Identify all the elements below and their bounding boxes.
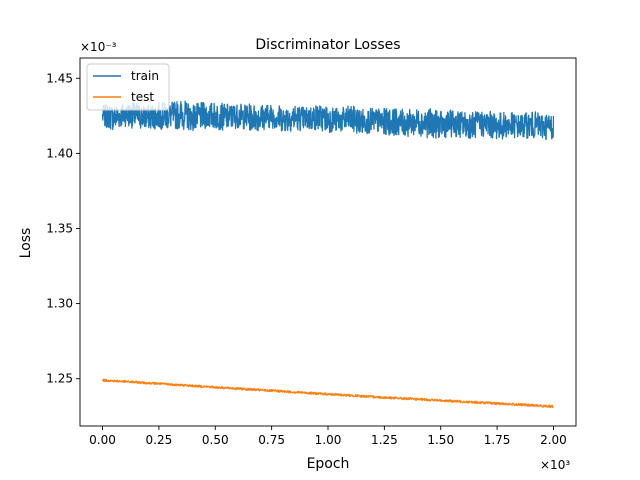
y-axis-label: Loss bbox=[18, 228, 34, 259]
x-axis: 0.00 0.25 0.50 0.75 1.00 1.25 1.50 1.75 2.00 bbox=[89, 426, 567, 447]
legend-label-test: test bbox=[131, 90, 154, 104]
y-axis: 1.25 1.30 1.35 1.40 1.45 bbox=[46, 71, 80, 386]
x-tick-label: 1.75 bbox=[484, 433, 511, 447]
x-tick-label: 2.00 bbox=[540, 433, 567, 447]
x-tick-label: 0.00 bbox=[89, 433, 116, 447]
x-multiplier-label: ×10³ bbox=[540, 458, 570, 472]
chart-title: Discriminator Losses bbox=[255, 37, 400, 53]
y-tick-label: 1.30 bbox=[46, 297, 73, 311]
y-multiplier-label: ×10⁻³ bbox=[80, 40, 117, 54]
x-tick-label: 0.50 bbox=[202, 433, 229, 447]
x-tick-label: 1.50 bbox=[427, 433, 454, 447]
x-axis-label: Epoch bbox=[307, 456, 350, 472]
x-tick-label: 0.25 bbox=[146, 433, 173, 447]
x-tick-label: 1.00 bbox=[315, 433, 342, 447]
y-tick-label: 1.40 bbox=[46, 146, 73, 160]
y-tick-label: 1.25 bbox=[46, 372, 73, 386]
series-line-train bbox=[101, 100, 555, 141]
legend: train test bbox=[86, 63, 170, 111]
x-tick-label: 0.75 bbox=[258, 433, 285, 447]
plot-area bbox=[101, 100, 555, 409]
x-tick-label: 1.25 bbox=[371, 433, 398, 447]
legend-label-train: train bbox=[131, 69, 159, 83]
series-line-test bbox=[102, 378, 554, 409]
y-tick-label: 1.35 bbox=[46, 221, 73, 235]
y-tick-label: 1.45 bbox=[46, 71, 73, 85]
